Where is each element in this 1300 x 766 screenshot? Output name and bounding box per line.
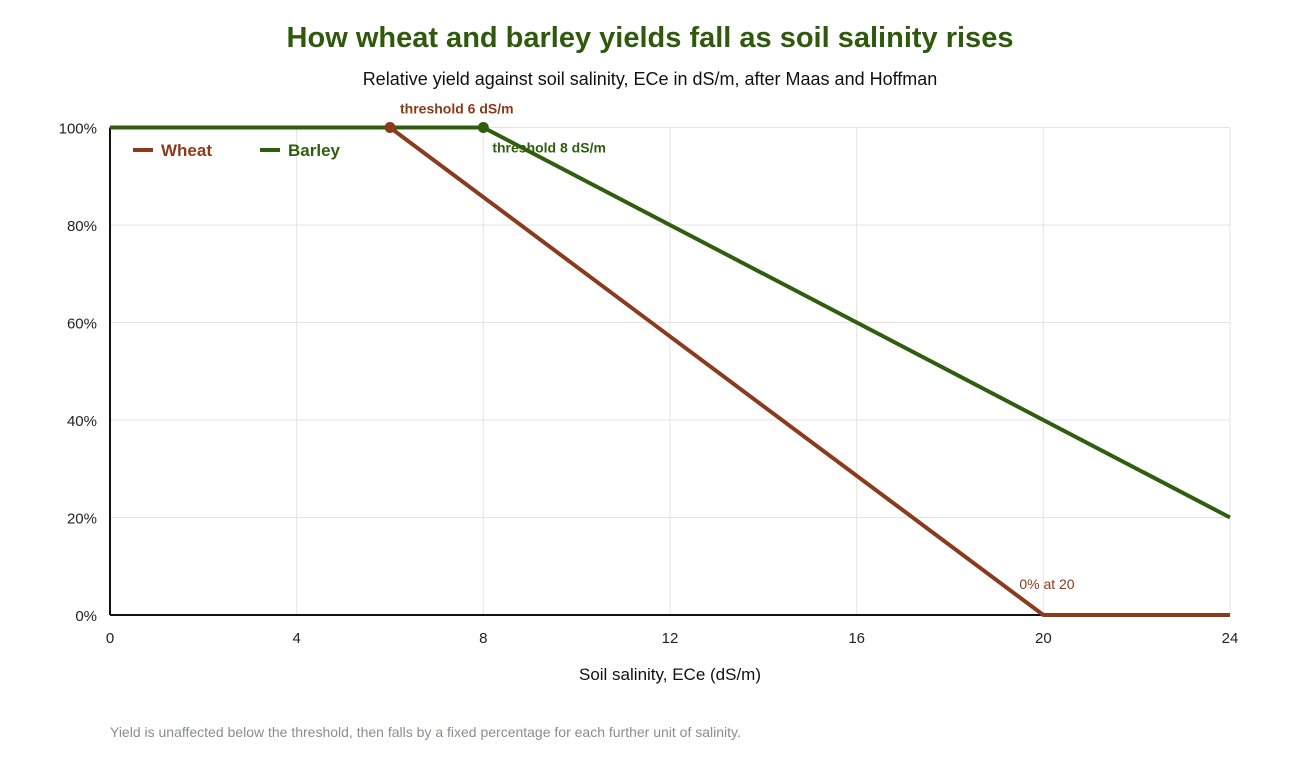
footnote: Yield is unaffected below the threshold,…: [110, 724, 741, 740]
x-tick-label: 12: [662, 630, 679, 647]
x-tick-label: 16: [848, 630, 865, 647]
legend: Wheat Barley: [133, 141, 341, 160]
y-tick-label: 80%: [67, 218, 97, 235]
y-tick-label: 60%: [67, 316, 97, 333]
chart-subtitle: Relative yield against soil salinity, EC…: [362, 69, 938, 89]
annotation-label: threshold 6 dS/m: [400, 101, 514, 117]
threshold-marker-wheat: [384, 122, 396, 133]
x-tick-label: 0: [106, 630, 114, 647]
annotation-label: threshold 8 dS/m: [492, 140, 606, 156]
y-tick-label: 0%: [75, 608, 97, 625]
x-tick-label: 20: [1035, 630, 1052, 647]
chart-title: How wheat and barley yields fall as soil…: [286, 22, 1014, 54]
x-tick-label: 8: [479, 630, 487, 647]
x-axis-label: Soil salinity, ECe (dS/m): [579, 665, 761, 684]
annotation-label: 0% at 20: [1019, 576, 1074, 592]
y-tick-label: 20%: [67, 511, 97, 528]
y-tick-label: 40%: [67, 413, 97, 430]
y-tick-label: 100%: [59, 121, 97, 138]
legend-label-barley: Barley: [288, 141, 341, 160]
annotations: threshold 6 dS/m threshold 8 dS/m 0% at 20: [384, 101, 1075, 592]
gridlines: [110, 127, 1231, 615]
threshold-marker-barley: [477, 122, 489, 133]
axes: 0% 20% 40% 60% 80% 100% 0 4 8 12 16 20 24: [59, 121, 1239, 648]
x-tick-label: 24: [1222, 630, 1239, 647]
x-tick-label: 4: [292, 630, 300, 647]
legend-label-wheat: Wheat: [161, 141, 212, 160]
